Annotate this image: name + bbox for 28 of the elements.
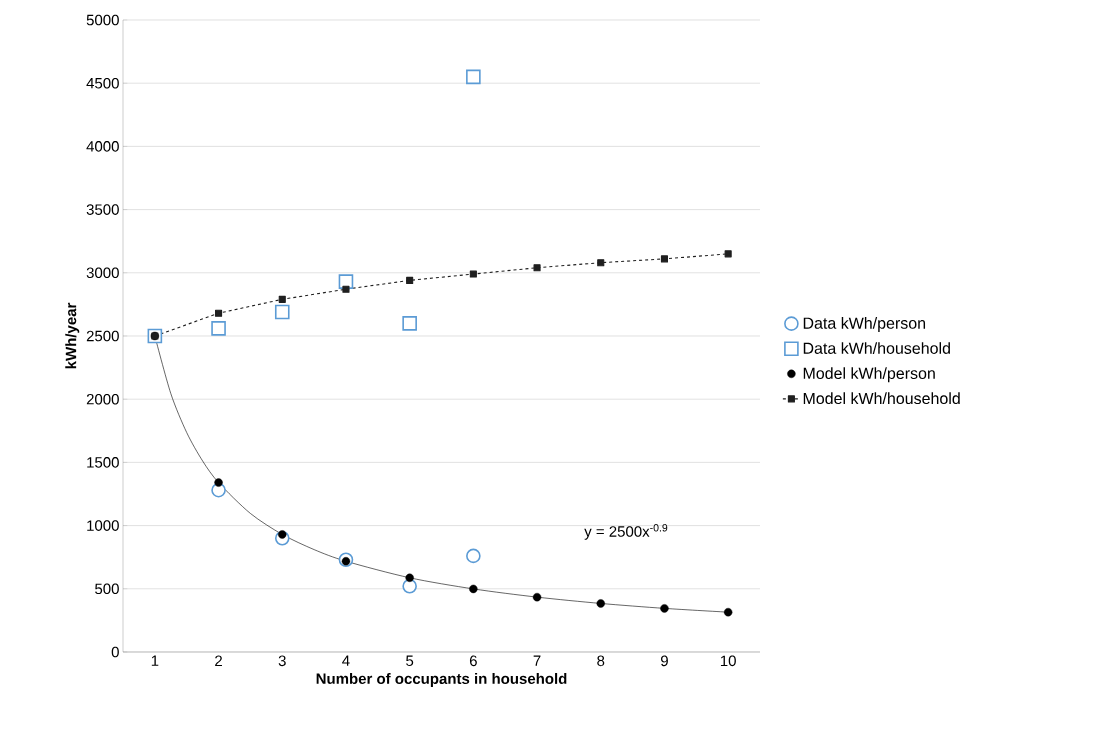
x-tick-label: 4 xyxy=(342,655,350,666)
y-tick-label: 4000 xyxy=(86,141,119,152)
x-tick-label: 10 xyxy=(720,655,736,667)
legend-label: Model kWh/person xyxy=(803,367,935,383)
legend-label: Data kWh/household xyxy=(803,342,950,354)
legend-label: Data kWh/person xyxy=(803,317,926,332)
x-tick-label: 8 xyxy=(597,655,605,667)
x-tick-label: 1 xyxy=(151,655,159,666)
legend-label: Model kWh/household xyxy=(803,392,960,405)
x-tick-label: 2 xyxy=(215,655,222,666)
x-tick-label: 7 xyxy=(533,655,541,666)
x-tick-label: 5 xyxy=(406,655,414,666)
annotation: y = 2500x$^{-0.9}$ xyxy=(584,524,668,540)
y-axis-title: kWh/year xyxy=(65,302,80,369)
x-tick-label: 6 xyxy=(469,655,477,667)
y-tick-label: 0 xyxy=(111,646,119,658)
y-tick-label: 2000 xyxy=(86,393,119,405)
y-tick-label: 1500 xyxy=(87,457,119,468)
y-tick-label: 3000 xyxy=(86,267,119,279)
x-axis-title: Number of occupants in household xyxy=(316,673,567,687)
y-tick-label: 3500 xyxy=(86,204,119,215)
y-tick-label: 500 xyxy=(95,583,119,595)
x-tick-label: 9 xyxy=(660,655,668,667)
x-tick-label: 3 xyxy=(278,655,286,667)
y-tick-label: 1000 xyxy=(87,520,119,531)
y-tick-label: 2500 xyxy=(86,330,119,342)
y-tick-label: 5000 xyxy=(86,14,119,26)
y-tick-label: 4500 xyxy=(86,77,119,89)
